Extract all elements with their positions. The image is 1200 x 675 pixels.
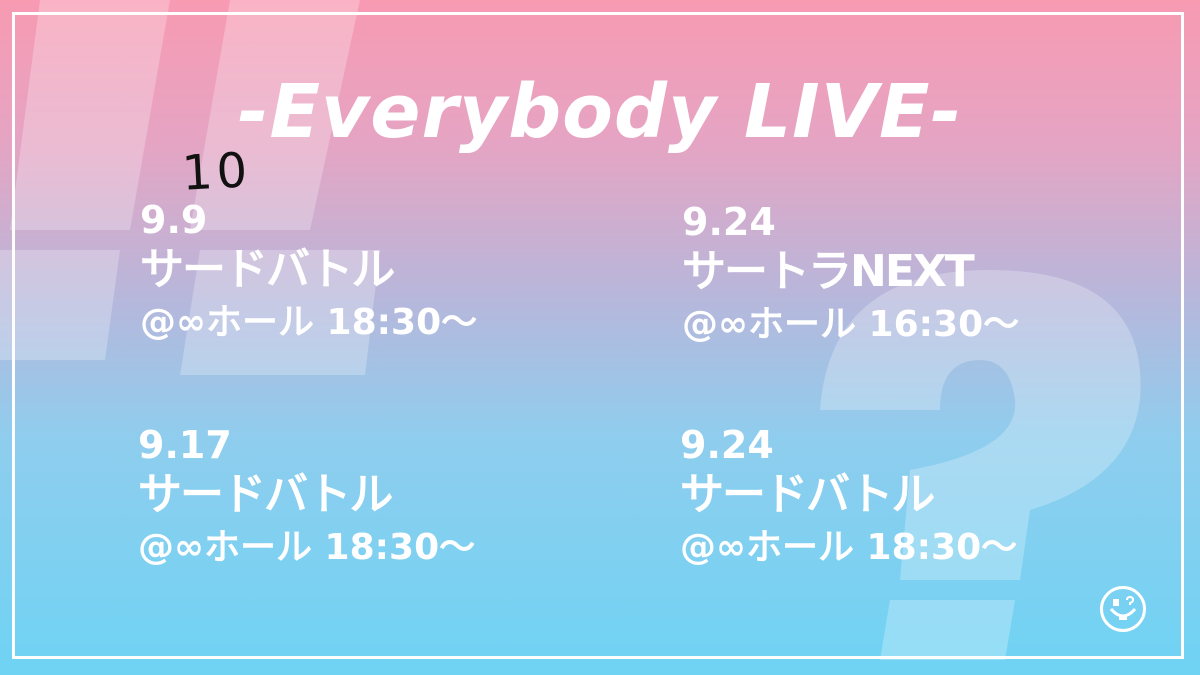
event-place: @∞ホール 18:30〜 (680, 527, 1018, 568)
page-title: -Everybody LIVE- (237, 69, 963, 155)
smiley-logo-icon (1100, 586, 1146, 632)
frame-border (12, 12, 1184, 659)
event-name: サートラNEXT (682, 246, 975, 297)
event-name: サードバトル (140, 244, 395, 295)
event-place: @∞ホール 16:30〜 (682, 304, 1020, 345)
event-date: 9.24 (680, 423, 774, 467)
event-1: 9.9 サードバトル @∞ホール 18:30〜 (140, 198, 477, 348)
event-place: @∞ホール 18:30〜 (140, 302, 478, 343)
event-name: サードバトル (680, 469, 935, 520)
event-date: 9.17 (138, 423, 232, 467)
event-date: 9.9 (140, 198, 208, 242)
event-2: 9.24 サートラNEXT @∞ホール 16:30〜 (682, 200, 1019, 350)
event-3: 9.17 サードバトル @∞ホール 18:30〜 (138, 423, 475, 573)
exclamation-decoration (0, 0, 380, 375)
event-place: @∞ホール 18:30〜 (138, 527, 476, 568)
event-4: 9.24 サードバトル @∞ホール 18:30〜 (680, 423, 1017, 573)
question-decoration (820, 270, 1141, 660)
handwritten-correction: 10 (180, 142, 253, 202)
event-date: 9.24 (682, 200, 776, 244)
event-name: サードバトル (138, 469, 393, 520)
